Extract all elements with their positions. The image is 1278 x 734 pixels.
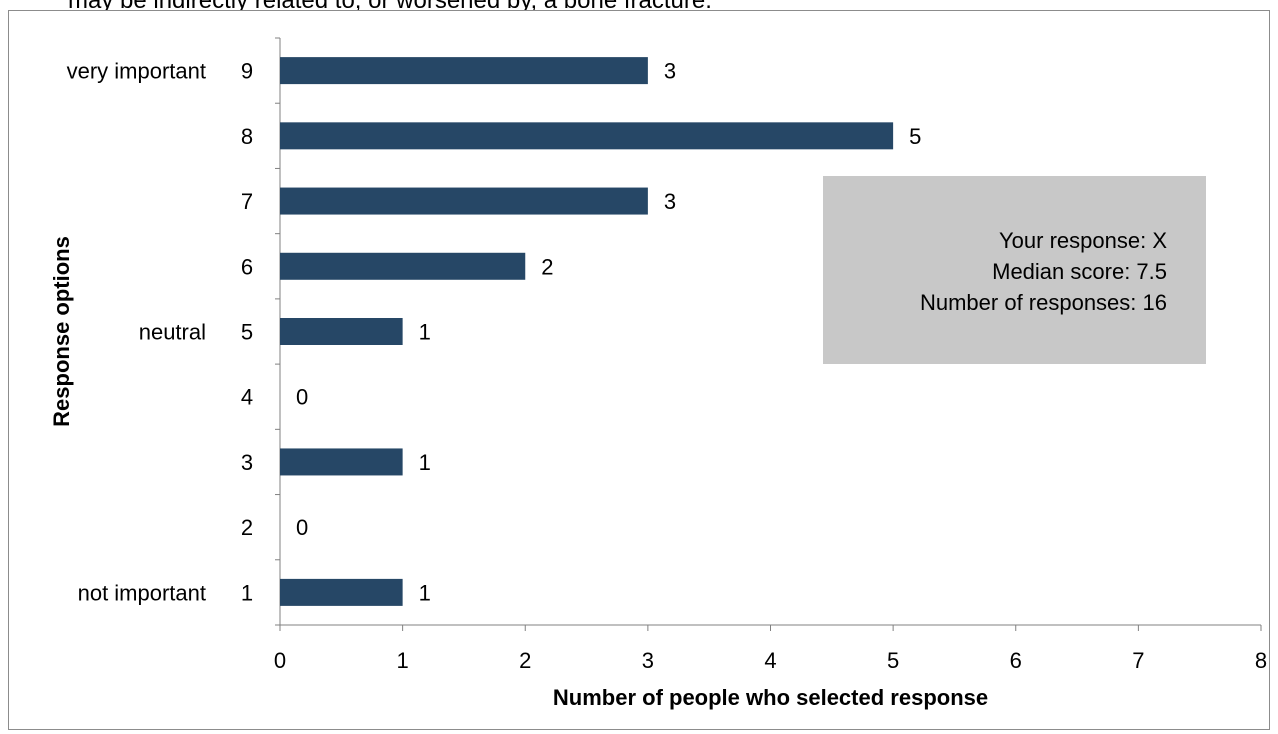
x-tick-label: 8 [1255, 648, 1267, 673]
chart-frame: 0 1 2 3 4 5 6 7 8 9 3 8 5 7 3 6 2 5 1 4 0 3 1 2 0 1 1 very importan… [8, 10, 1270, 730]
y-tick-label: 5 [241, 320, 253, 345]
data-label: 0 [296, 385, 308, 410]
x-tick-label: 7 [1132, 648, 1144, 673]
info-box-line: Your response: X [999, 228, 1167, 253]
y-tick-label: 3 [241, 450, 253, 475]
category-descriptor: very important [67, 59, 206, 84]
data-label: 3 [664, 189, 676, 214]
bar [280, 57, 648, 85]
y-tick-label: 2 [241, 515, 253, 540]
data-label: 1 [419, 320, 431, 345]
x-tick-label: 4 [764, 648, 776, 673]
y-tick-label: 1 [241, 580, 253, 605]
data-label: 1 [419, 450, 431, 475]
y-tick-label: 8 [241, 124, 253, 149]
x-axis-title: Number of people who selected response [553, 685, 988, 710]
category-descriptor: not important [78, 580, 206, 605]
info-box [823, 176, 1206, 364]
y-tick-label: 9 [241, 59, 253, 84]
y-tick-label: 6 [241, 254, 253, 279]
info-box-line: Number of responses: 16 [920, 290, 1167, 315]
x-tick-label: 1 [397, 648, 409, 673]
bar [280, 122, 894, 150]
bar [280, 318, 403, 345]
bar-chart: 0 1 2 3 4 5 6 7 8 9 3 8 5 7 3 6 2 5 1 4 0 3 1 2 0 1 1 very importan… [49, 37, 1267, 710]
x-tick-label: 5 [887, 648, 899, 673]
info-box-line: Median score: 7.5 [992, 259, 1167, 284]
bar [280, 448, 403, 476]
category-descriptor: neutral [139, 320, 206, 345]
x-tick-label: 0 [274, 648, 286, 673]
y-axis-title: Response options [49, 236, 74, 427]
x-tick-label: 2 [519, 648, 531, 673]
bar [280, 252, 526, 280]
data-label: 5 [909, 124, 921, 149]
bar [280, 578, 403, 606]
x-tick-label: 3 [642, 648, 654, 673]
y-tick-label: 7 [241, 189, 253, 214]
data-label: 0 [296, 515, 308, 540]
data-label: 2 [541, 254, 553, 279]
x-tick-label: 6 [1010, 648, 1022, 673]
bar [280, 187, 648, 215]
data-label: 3 [664, 59, 676, 84]
data-label: 1 [419, 580, 431, 605]
y-tick-label: 4 [241, 385, 253, 410]
